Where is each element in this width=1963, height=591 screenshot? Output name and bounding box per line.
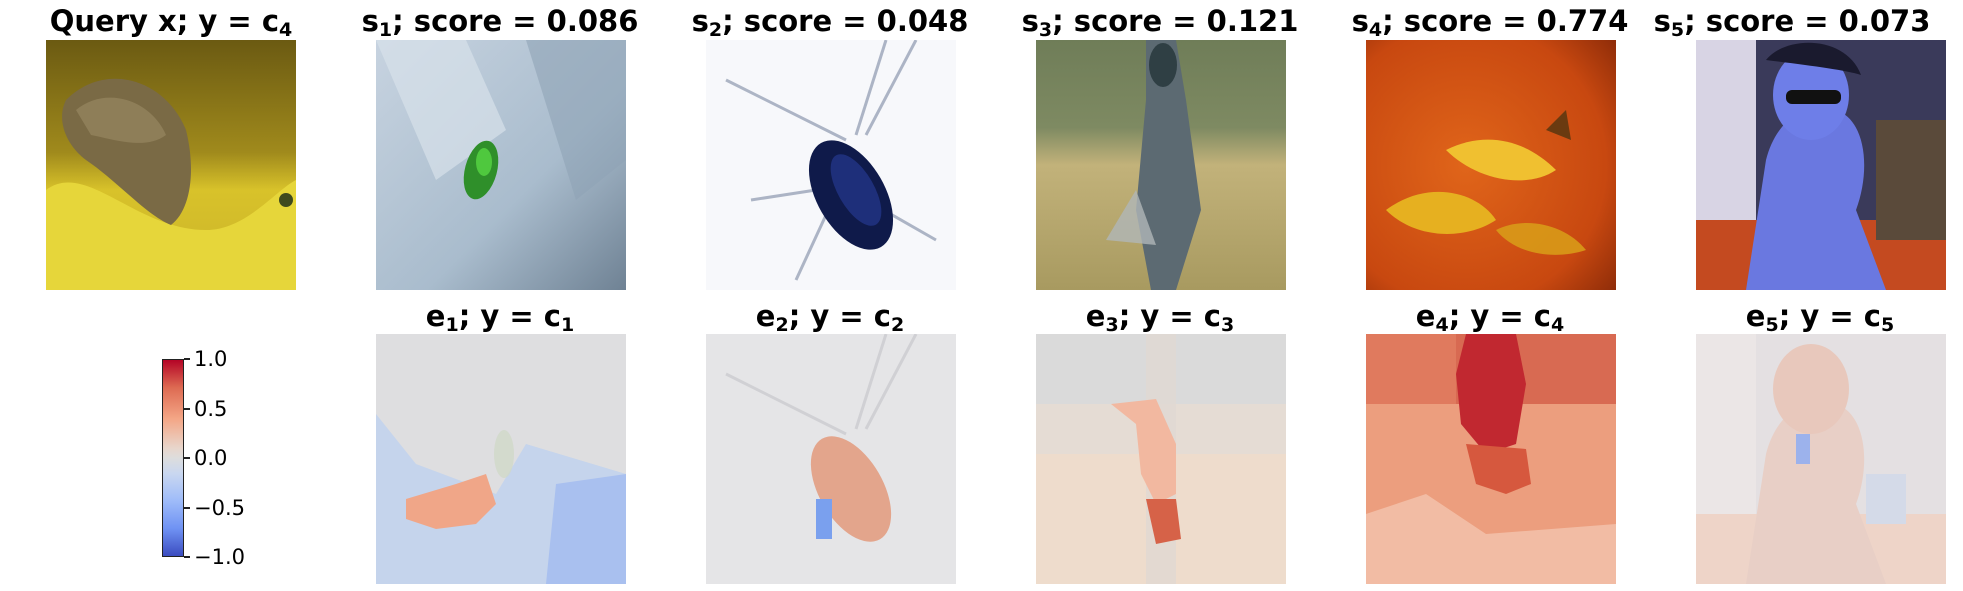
similar-image-3 <box>1036 40 1286 290</box>
similar-image-5 <box>1696 40 1946 290</box>
score-title-5: s5; score = 0.073 <box>1653 4 1931 41</box>
explanation-title-5: e5; y = c5 <box>1745 299 1895 336</box>
score-title-4: s4; score = 0.774 <box>1351 4 1629 41</box>
explanation-heatmap-1 <box>376 334 626 584</box>
similar-image-1 <box>376 40 626 290</box>
colorbar: 1.0 0.5 0.0 −0.5 −1.0 <box>162 347 245 569</box>
score-title-2: s2; score = 0.048 <box>691 4 969 41</box>
query-title: Query x; y = c4 <box>49 4 293 41</box>
explanation-title-3: e3; y = c3 <box>1085 299 1235 336</box>
explanation-title-4: e4; y = c4 <box>1415 299 1565 336</box>
explanation-heatmap-4 <box>1366 334 1616 584</box>
colorbar-gradient <box>162 359 184 557</box>
explanation-heatmap-3 <box>1036 334 1286 584</box>
query-image <box>46 40 296 290</box>
similar-image-2 <box>706 40 956 290</box>
score-title-1: s1; score = 0.086 <box>361 4 639 41</box>
explanation-title-1: e1; y = c1 <box>425 299 575 336</box>
explanation-heatmap-2 <box>706 334 956 584</box>
explanation-title-2: e2; y = c2 <box>755 299 905 336</box>
explanation-heatmap-5 <box>1696 334 1946 584</box>
score-title-3: s3; score = 0.121 <box>1021 4 1299 41</box>
similar-image-4 <box>1366 40 1616 290</box>
